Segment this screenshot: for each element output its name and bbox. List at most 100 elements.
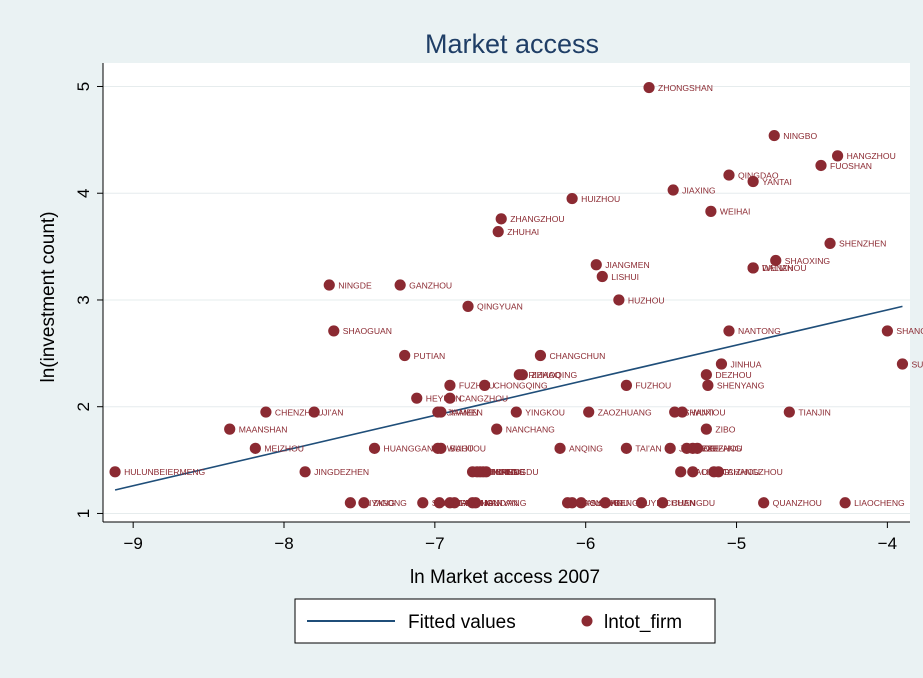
- point-label: SUQIAN: [590, 498, 623, 508]
- point-label: CHENGDU: [495, 467, 538, 477]
- point-label: ANYANG: [359, 498, 395, 508]
- point-label: YANGZHOU: [581, 498, 629, 508]
- point-label: NINGDE: [492, 467, 526, 477]
- point-label: BAOTOU: [450, 444, 486, 454]
- data-point: [768, 129, 780, 142]
- point-label: YINGKOU: [525, 407, 565, 417]
- point-label: WEIFANG: [702, 444, 742, 454]
- point-label: QUANZHOU: [773, 498, 822, 508]
- fitted-line-layer: [114, 305, 903, 491]
- point-label: RIZHAO: [528, 370, 561, 380]
- data-point: [712, 466, 725, 478]
- point-label: WUXI: [691, 407, 713, 417]
- point-label: WENZHOU: [762, 263, 806, 273]
- point-label: FUOSHAN: [830, 161, 872, 171]
- point-label: XUZHOU: [706, 444, 742, 454]
- point-labels: ZHONGSHANNINGBOHANGZHOUFUOSHANQINGDAOYAN…: [124, 83, 923, 508]
- point-label: JIANGMEN: [605, 260, 649, 270]
- data-point: [596, 270, 608, 283]
- point-label: FUZHOU: [635, 381, 671, 391]
- point-label: QINGDAO: [738, 170, 779, 180]
- data-point: [783, 406, 795, 418]
- data-point: [691, 442, 703, 454]
- point-label: TIANJIN: [798, 407, 830, 417]
- x-tick-label: −7: [425, 534, 444, 553]
- point-label: NANYANG: [485, 498, 527, 508]
- x-tick-label: −5: [727, 534, 746, 553]
- point-label: SHENYANG: [717, 381, 765, 391]
- data-point: [492, 226, 504, 238]
- data-point: [824, 237, 836, 249]
- data-point: [399, 349, 411, 362]
- data-point: [675, 466, 687, 478]
- data-point: [444, 379, 456, 391]
- point-label: WEIHAI: [720, 207, 751, 217]
- point-label: HUIZHOU: [581, 194, 620, 204]
- point-label: NANCHANG: [506, 424, 555, 434]
- point-label: ZHUHAI: [507, 227, 539, 237]
- x-tick-label: −8: [274, 534, 293, 553]
- point-label: LISHUI: [611, 272, 639, 282]
- data-point: [747, 175, 759, 188]
- data-point: [554, 442, 566, 454]
- data-point: [224, 423, 236, 435]
- point-label: HUANGGANG: [384, 444, 441, 454]
- point-label: SHAOGUAN: [343, 326, 392, 336]
- point-label: MEIZHOU: [264, 444, 304, 454]
- point-label: NANTONG: [738, 326, 781, 336]
- point-label: QINGYUAN: [477, 302, 523, 312]
- point-label: CHENGDU: [672, 498, 715, 508]
- point-label: MAANSHAN: [239, 424, 288, 434]
- data-point: [620, 442, 633, 454]
- point-label: XINING: [463, 498, 493, 508]
- point-label: JINING: [489, 467, 517, 477]
- point-label: SHAOYANG: [432, 498, 480, 508]
- point-label: ZAOZHUANG: [598, 407, 652, 417]
- data-point: [747, 262, 759, 274]
- data-point: [495, 213, 507, 225]
- point-label: JI'AN: [323, 407, 343, 417]
- data-point: [299, 466, 311, 478]
- point-label: BENGBU: [614, 498, 650, 508]
- y-tick-label: 4: [74, 188, 93, 197]
- legend-label-lntot-firm: lntot_firm: [604, 612, 682, 633]
- point-label: CHONGQING: [494, 381, 548, 391]
- point-label: HANGZHOU: [847, 151, 896, 161]
- point-label: HULUNBEIERMENG: [124, 467, 205, 477]
- data-point: [491, 423, 503, 435]
- point-label: YANTAI: [762, 177, 792, 187]
- point-label: CHANGCHUN: [549, 351, 605, 361]
- data-points: [109, 81, 909, 509]
- data-point: [700, 369, 712, 381]
- fitted-line: [114, 305, 903, 491]
- point-label: GANZHOU: [409, 280, 452, 290]
- data-point: [462, 300, 474, 312]
- data-point: [411, 392, 423, 404]
- x-tick-label: −9: [123, 534, 142, 553]
- point-label: ANQING: [569, 444, 603, 454]
- point-label: JINHUA: [730, 359, 761, 369]
- data-point: [394, 279, 406, 291]
- data-point: [433, 497, 445, 509]
- point-label: CHENZHOU: [275, 407, 324, 417]
- data-point: [613, 294, 625, 306]
- point-label: LIAOYANG: [577, 498, 621, 508]
- point-label: NINGBO: [783, 131, 817, 141]
- point-label: SUZHOU: [911, 359, 923, 369]
- point-label: SHANTOU: [684, 407, 726, 417]
- x-tick-label: −4: [878, 534, 897, 553]
- data-point: [435, 442, 447, 454]
- x-axis-label: ln Market access 2007: [410, 567, 600, 588]
- point-label: LIAOCHENG: [854, 498, 905, 508]
- data-point: [479, 379, 491, 391]
- y-tick-label: 3: [74, 295, 93, 304]
- data-point: [770, 254, 782, 267]
- y-axis-label: ln(investment count): [38, 211, 59, 382]
- data-point: [723, 169, 735, 181]
- data-point: [534, 349, 547, 362]
- data-point: [344, 497, 356, 509]
- data-point: [583, 406, 595, 418]
- data-point: [687, 466, 699, 478]
